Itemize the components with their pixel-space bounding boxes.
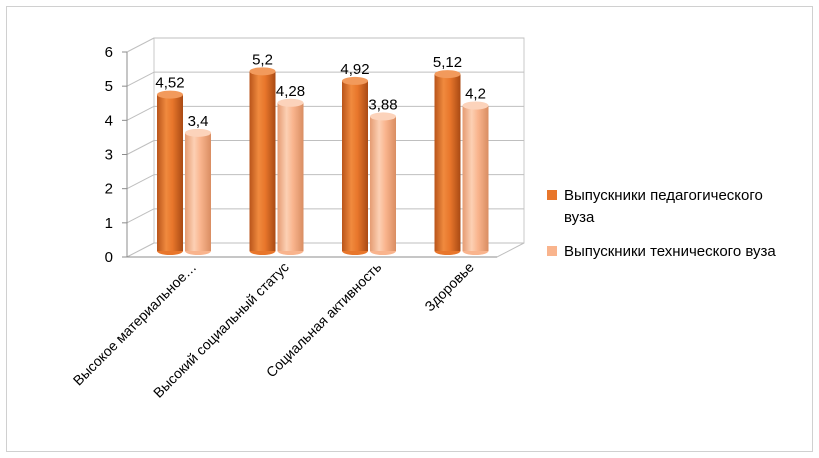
legend: Выпускники педагогического вузаВыпускники… — [547, 187, 776, 260]
legend-swatch — [547, 246, 557, 256]
y-tick-label: 6 — [105, 44, 113, 61]
legend-swatch — [547, 190, 557, 200]
y-tick-label: 2 — [105, 181, 113, 198]
bar-body — [277, 102, 304, 252]
category-label: Здоровье — [421, 259, 477, 315]
gridline-diag — [126, 71, 155, 87]
legend-label-line: вуза — [564, 209, 595, 226]
bars — [157, 67, 489, 255]
gridline-diag — [126, 105, 155, 121]
y-tick-label: 1 — [105, 215, 113, 232]
bar — [185, 128, 211, 255]
data-label: 5,12 — [433, 54, 462, 71]
bar-body — [434, 74, 461, 251]
bar-body — [185, 132, 211, 251]
gridline-diag — [126, 140, 155, 155]
bar-top — [185, 128, 211, 137]
bar-body — [462, 105, 489, 251]
bar-top — [249, 67, 276, 76]
bar — [342, 76, 368, 255]
bar — [157, 90, 183, 255]
y-tick-label: 5 — [105, 78, 113, 95]
data-label: 3,4 — [188, 113, 209, 130]
y-tick-label: 3 — [105, 147, 113, 164]
data-label: 4,52 — [155, 75, 184, 92]
y-tick-label: 0 — [105, 249, 113, 266]
data-label: 3,88 — [368, 96, 397, 113]
category-labels: Высокое материальное…Высокий социальный … — [70, 259, 477, 401]
bar — [370, 112, 396, 255]
legend-label-line: Выпускники педагогического — [564, 187, 763, 204]
bar — [249, 67, 276, 255]
data-labels: 4,52 3,4 5,24,28 4,92 3,88 5,124,2 — [155, 51, 486, 130]
bar-top — [370, 112, 396, 121]
bar-body — [157, 94, 183, 251]
bar — [434, 70, 461, 255]
bar — [462, 101, 489, 255]
bar-top — [434, 70, 461, 79]
bar-top — [157, 90, 183, 99]
gridline-diag — [126, 174, 155, 190]
gridlines — [126, 37, 525, 258]
gridline-diag — [126, 208, 155, 224]
data-label: 4,28 — [276, 83, 305, 100]
gridline-diag — [126, 37, 155, 53]
bar-body — [342, 80, 368, 252]
data-label: 4,2 — [465, 86, 486, 103]
data-label: 5,2 — [252, 51, 273, 68]
y-tick-label: 4 — [105, 112, 113, 129]
bar-body — [249, 71, 276, 251]
bar-top — [342, 76, 368, 85]
legend-label: Выпускники технического вуза — [564, 243, 776, 260]
data-label: 4,92 — [340, 61, 369, 78]
bar-body — [370, 116, 396, 251]
axes: 0 1 2 3 4 5 6 — [105, 44, 497, 266]
legend-label: Выпускники педагогического вуза — [564, 187, 763, 226]
bar — [277, 98, 304, 255]
bar-top — [277, 98, 304, 107]
bar-top — [462, 101, 489, 110]
